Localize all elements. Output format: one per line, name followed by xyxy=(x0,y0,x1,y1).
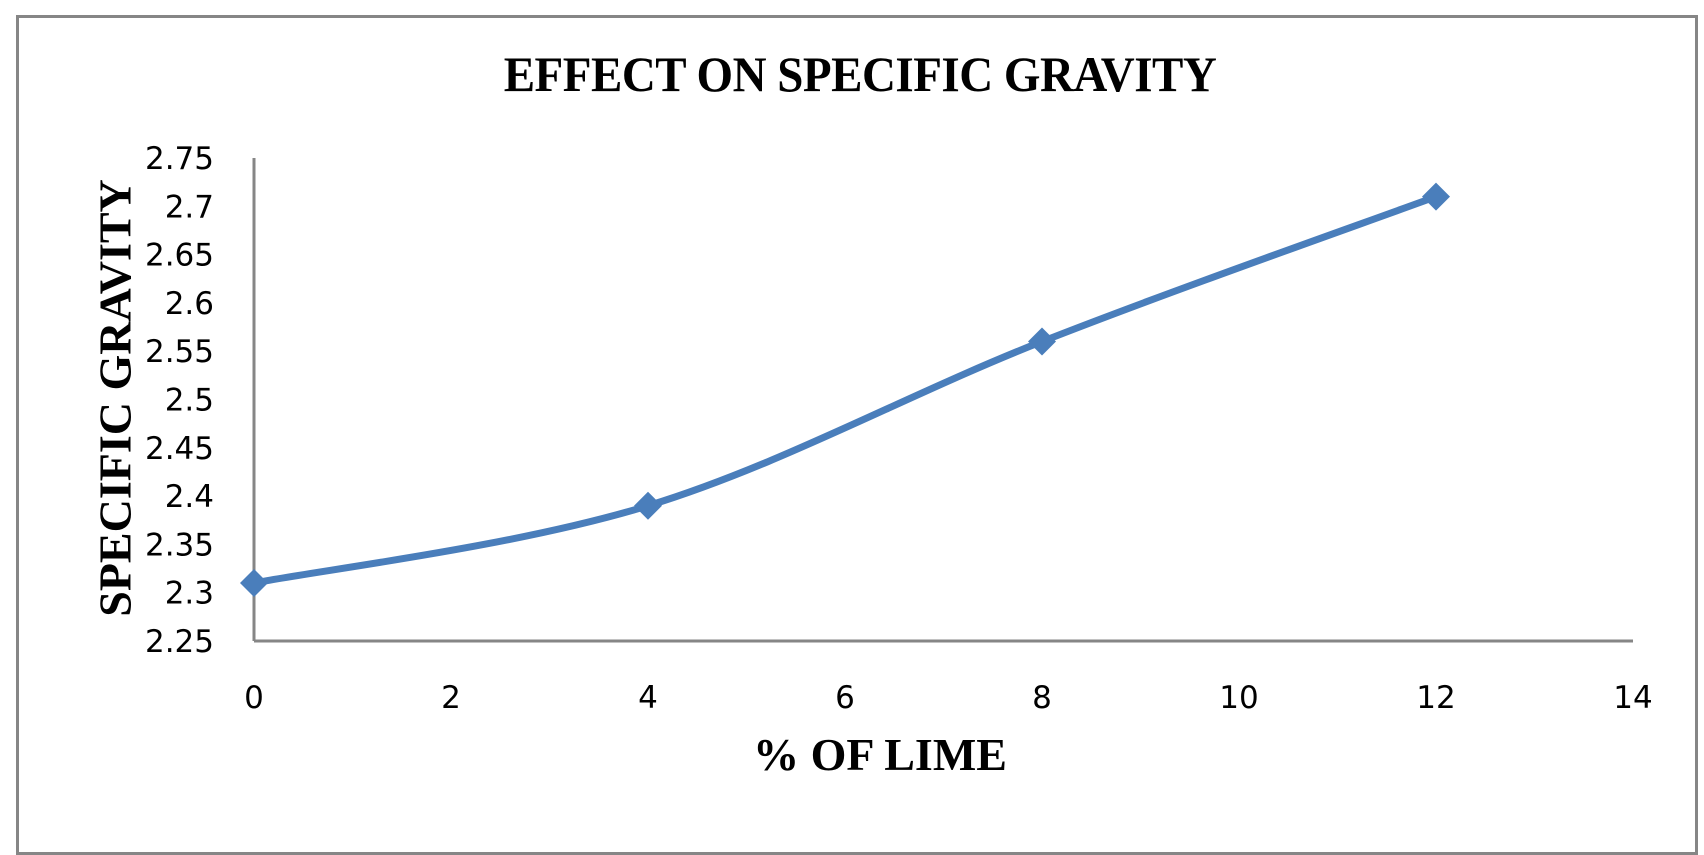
x-tick-label: 2 xyxy=(441,680,461,716)
data-markers xyxy=(240,182,1450,598)
x-tick-label: 8 xyxy=(1032,680,1052,716)
diamond-marker-icon xyxy=(634,491,662,520)
x-tick-label: 6 xyxy=(835,680,855,716)
y-tick-label: 2.3 xyxy=(165,576,214,612)
x-tick-label: 12 xyxy=(1416,680,1455,716)
data-series-line xyxy=(250,193,1440,587)
x-tick-labels: 0 2 4 6 8 10 12 14 xyxy=(244,680,1653,716)
x-tick-label: 10 xyxy=(1219,680,1258,716)
y-tick-label: 2.5 xyxy=(165,383,214,419)
y-tick-label: 2.25 xyxy=(145,624,214,660)
y-tick-label: 2.55 xyxy=(145,334,214,370)
y-tick-label: 2.35 xyxy=(145,527,214,563)
x-tick-label: 14 xyxy=(1613,680,1652,716)
chart-title: EFFECT ON SPECIFIC GRAVITY xyxy=(503,47,1217,103)
y-tick-label: 2.6 xyxy=(165,286,214,322)
y-tick-label: 2.45 xyxy=(145,431,214,467)
diamond-marker-icon xyxy=(1028,327,1056,356)
y-tick-label: 2.7 xyxy=(165,189,214,225)
y-tick-label: 2.4 xyxy=(165,479,214,515)
diamond-marker-icon xyxy=(1422,182,1450,211)
diamond-marker-icon xyxy=(240,569,268,598)
x-tick-label: 0 xyxy=(244,680,264,716)
x-axis-label: % OF LIME xyxy=(753,729,1007,780)
x-tick-label: 4 xyxy=(638,680,658,716)
y-tick-label: 2.65 xyxy=(145,238,214,274)
axes xyxy=(252,158,1633,643)
y-tick-label: 2.75 xyxy=(145,141,214,177)
chart-frame xyxy=(16,15,1698,855)
y-tick-labels: 2.75 2.7 2.65 2.6 2.55 2.5 2.45 2.4 2.35 2.3 2.25 xyxy=(145,141,214,660)
